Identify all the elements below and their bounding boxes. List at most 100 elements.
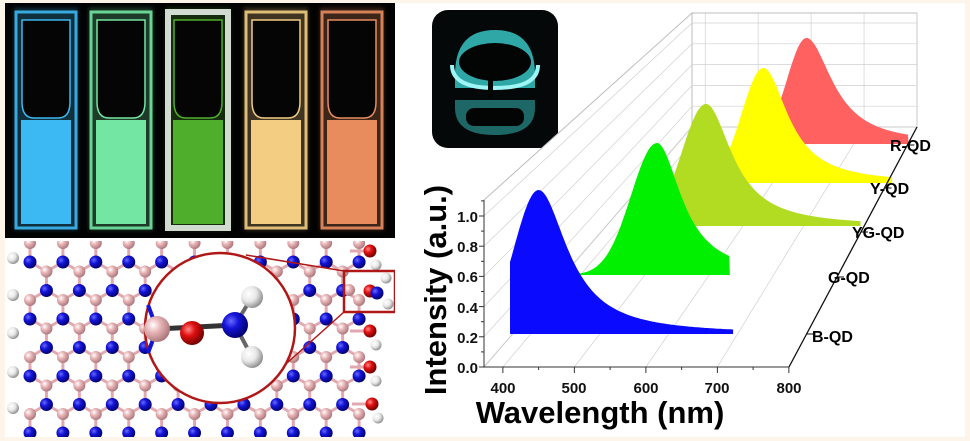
boron-atom bbox=[89, 294, 102, 306]
cuvette-glass bbox=[165, 9, 231, 231]
boron-atom bbox=[155, 241, 168, 249]
nitrogen-atom bbox=[352, 312, 366, 326]
nitrogen-atom bbox=[39, 398, 53, 411]
series-label-y-qd: Y-QD bbox=[870, 181, 909, 198]
boron-atom-zoomed bbox=[144, 316, 170, 342]
hydrogen-atom bbox=[370, 259, 382, 271]
glowing-ring-photo bbox=[432, 10, 558, 148]
zoom-connector-line bbox=[245, 254, 345, 272]
cuvette-empty-space bbox=[173, 19, 223, 119]
nitrogen-atom bbox=[220, 426, 234, 437]
boron-atom bbox=[106, 265, 119, 278]
nitrogen-atom bbox=[89, 312, 103, 326]
cuvette-glass bbox=[244, 10, 308, 230]
boron-atom bbox=[73, 379, 86, 392]
boron-atom bbox=[320, 241, 333, 249]
boron-atom bbox=[254, 241, 267, 249]
boron-atom bbox=[343, 284, 355, 296]
boron-atom bbox=[122, 408, 135, 420]
boron-atom bbox=[139, 379, 152, 392]
boron-atom bbox=[320, 408, 333, 420]
hydrogen-atom bbox=[7, 402, 19, 414]
boron-atom bbox=[56, 408, 69, 420]
x-tick-label: 800 bbox=[776, 380, 801, 397]
boron-atom bbox=[40, 265, 53, 278]
hydrogen-atom-zoomed bbox=[241, 286, 263, 308]
nitrogen-atom bbox=[138, 284, 152, 297]
nitrogen-atom bbox=[72, 398, 86, 411]
hydrogen-atom bbox=[380, 272, 392, 284]
boron-atom bbox=[303, 379, 316, 392]
oxygen-atom-zoomed bbox=[180, 321, 204, 345]
nitrogen-atom bbox=[122, 369, 136, 383]
nitrogen-atom bbox=[352, 369, 366, 383]
boron-atom bbox=[24, 241, 36, 249]
hydrogen-atom bbox=[7, 327, 19, 339]
nitrogen-atom bbox=[122, 312, 136, 326]
hydrogen-atom bbox=[370, 375, 382, 387]
ring-inner-opening bbox=[459, 43, 531, 81]
oxygen-atom bbox=[363, 324, 377, 338]
spectrum-y-qd bbox=[691, 68, 893, 183]
nitrogen-atom bbox=[188, 426, 202, 437]
cuvette bbox=[165, 8, 231, 231]
cuvette-solution bbox=[96, 120, 146, 224]
nitrogen-atom bbox=[89, 426, 103, 437]
nitrogen-atom bbox=[72, 284, 86, 297]
boron-atom bbox=[353, 241, 366, 249]
wall-gridline bbox=[483, 43, 693, 247]
boron-atom bbox=[89, 408, 102, 420]
boron-atom bbox=[155, 408, 168, 420]
cuvette-solution bbox=[327, 120, 377, 224]
series-label-r-qd: R-QD bbox=[890, 138, 931, 155]
nitrogen-atom bbox=[23, 255, 37, 269]
nitrogen-atom bbox=[303, 398, 317, 411]
hydrogen-atom bbox=[382, 298, 394, 310]
nitrogen-atom bbox=[39, 284, 53, 297]
boron-atom bbox=[336, 322, 349, 335]
boron-atom bbox=[40, 322, 53, 335]
nitrogen-atom bbox=[56, 369, 70, 383]
boron-atom bbox=[56, 294, 69, 306]
cuvette-solution bbox=[173, 120, 223, 224]
series-label-yg-qd: YG-QD bbox=[852, 225, 904, 242]
cuvette-solution bbox=[251, 120, 301, 224]
nitrogen-atom bbox=[23, 426, 37, 437]
cuvette bbox=[89, 8, 153, 230]
nitrogen-atom bbox=[89, 369, 103, 383]
nitrogen-atom bbox=[336, 341, 350, 354]
hbn-structure-panel bbox=[5, 241, 395, 437]
oxygen-atom bbox=[365, 397, 379, 411]
nitrogen-atom bbox=[56, 426, 70, 437]
nitrogen-atom bbox=[72, 341, 86, 354]
hydrogen-atom bbox=[7, 366, 19, 378]
boron-atom bbox=[287, 241, 300, 249]
depth-axis-line bbox=[788, 126, 918, 368]
x-tick-label: 400 bbox=[490, 380, 515, 397]
y-tick-label: 0.6 bbox=[457, 269, 478, 286]
nitrogen-atom bbox=[319, 255, 333, 269]
x-axis-title: Wavelength (nm) bbox=[476, 395, 725, 430]
y-tick-label: 1.0 bbox=[457, 209, 478, 226]
boron-atom bbox=[40, 379, 53, 392]
cuvette bbox=[14, 8, 78, 230]
cuvette-glass bbox=[89, 10, 153, 230]
nitrogen-atom bbox=[56, 255, 70, 269]
boron-atom bbox=[188, 408, 201, 420]
hydrogen-atom-zoomed bbox=[241, 346, 263, 368]
nitrogen-atom bbox=[352, 255, 366, 269]
boron-atom bbox=[24, 351, 36, 363]
cuvette-photo bbox=[5, 3, 395, 238]
y-axis-title: Intensity (a.u.) bbox=[418, 185, 453, 395]
oxygen-atom bbox=[363, 360, 377, 374]
chart-labels: Intensity (a.u.) Wavelength (nm) 400 500… bbox=[418, 138, 931, 430]
nitrogen-atom bbox=[319, 426, 333, 437]
nitrogen-atom bbox=[253, 426, 267, 437]
floor-gridline bbox=[717, 126, 865, 368]
boron-atom bbox=[73, 265, 86, 278]
nitrogen-atom bbox=[155, 426, 169, 437]
boron-atom bbox=[89, 351, 102, 363]
nitrogen-atom bbox=[105, 341, 119, 354]
